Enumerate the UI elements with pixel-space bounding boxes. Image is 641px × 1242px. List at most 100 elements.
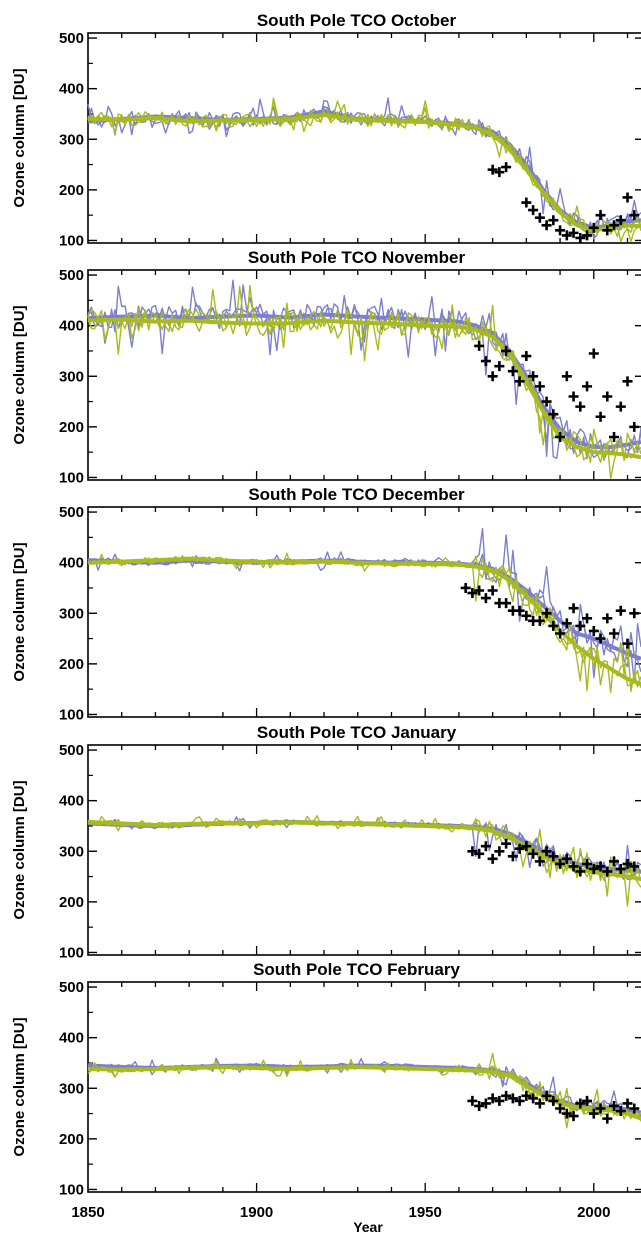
observation-marker <box>548 620 559 631</box>
y-tick-label: 300 <box>59 1080 84 1097</box>
observation-marker <box>474 848 485 859</box>
observation-marker <box>622 192 633 203</box>
observation-marker <box>561 1108 572 1119</box>
panel-3: South Pole TCO December Ozone column [DU]… <box>11 485 641 723</box>
observation-marker <box>609 1100 620 1111</box>
x-axis-label: Year <box>353 1219 383 1235</box>
observation-marker <box>501 598 512 609</box>
y-axis-label: Ozone column [DU] <box>11 1017 28 1156</box>
observation-marker <box>575 232 586 243</box>
plot-frame <box>87 32 641 244</box>
observation-marker <box>534 856 545 867</box>
panel-title: South Pole TCO January <box>257 723 457 742</box>
plot-frame <box>87 744 641 956</box>
observation-marker <box>615 401 626 412</box>
y-axis-label: Ozone column [DU] <box>11 68 28 207</box>
observation-marker <box>622 858 633 869</box>
observation-marker <box>568 603 579 614</box>
observation-marker <box>575 1098 586 1109</box>
panel-title: South Pole TCO February <box>253 960 460 979</box>
observation-marker <box>494 167 505 178</box>
observation-marker <box>595 861 606 872</box>
x-tick-label: 2000 <box>577 1204 610 1221</box>
y-tick-label: 400 <box>59 318 84 335</box>
series-2-mean-line <box>87 819 641 882</box>
panel-4: South Pole TCO January Ozone column [DU] 1… <box>11 723 641 961</box>
observation-marker <box>595 1103 606 1114</box>
y-tick-label: 100 <box>59 469 84 486</box>
panel-1: South Pole TCO October Ozone column [DU] 1… <box>11 11 641 249</box>
observation-marker <box>555 225 566 236</box>
observation-marker <box>561 371 572 382</box>
series-1-member-line <box>88 817 641 881</box>
y-tick-label: 300 <box>59 843 84 860</box>
y-tick-label: 100 <box>59 1181 84 1198</box>
observation-marker <box>501 838 512 849</box>
y-tick-label: 200 <box>59 894 84 911</box>
observation-marker <box>582 381 593 392</box>
observation-marker <box>629 608 640 619</box>
observation-marker <box>514 843 525 854</box>
observation-marker <box>521 841 532 852</box>
observation-marker <box>568 391 579 402</box>
observation-marker <box>582 858 593 869</box>
observation-marker <box>575 620 586 631</box>
y-axis-label: Ozone column [DU] <box>11 305 28 444</box>
panel-title: South Pole TCO November <box>248 248 466 267</box>
observation-marker <box>582 230 593 241</box>
observation-marker <box>480 841 491 852</box>
observation-marker <box>494 1095 505 1106</box>
panel-title: South Pole TCO October <box>257 11 457 30</box>
observation-marker <box>474 340 485 351</box>
y-tick-label: 400 <box>59 81 84 98</box>
observation-marker <box>588 863 599 874</box>
y-tick-label: 400 <box>59 793 84 810</box>
observation-marker <box>609 628 620 639</box>
observation-marker <box>582 1095 593 1106</box>
y-tick-label: 100 <box>59 944 84 961</box>
observation-marker <box>555 1103 566 1114</box>
x-tick-label: 1950 <box>409 1204 442 1221</box>
plot-frame <box>87 269 641 481</box>
observation-marker <box>615 605 626 616</box>
series-2-mean-line <box>87 556 641 686</box>
observation-marker <box>588 348 599 359</box>
y-tick-label: 300 <box>59 368 84 385</box>
observation-marker <box>480 593 491 604</box>
observation-marker <box>467 1095 478 1106</box>
observation-marker <box>487 585 498 596</box>
observation-marker <box>541 846 552 857</box>
observation-marker <box>487 853 498 864</box>
y-tick-label: 100 <box>59 232 84 249</box>
observation-marker <box>629 421 640 432</box>
observation-marker <box>480 1098 491 1109</box>
observation-marker <box>514 376 525 387</box>
observation-marker <box>507 1093 518 1104</box>
series-2-mean-line <box>87 317 641 460</box>
observation-marker <box>541 220 552 231</box>
observation-marker <box>501 162 512 173</box>
observation-marker <box>534 212 545 223</box>
observation-marker <box>541 1090 552 1101</box>
y-tick-label: 200 <box>59 182 84 199</box>
observation-marker <box>615 215 626 226</box>
observation-marker <box>467 588 478 599</box>
observation-marker <box>602 225 613 236</box>
observation-marker <box>609 856 620 867</box>
y-tick-label: 400 <box>59 1030 84 1047</box>
observation-marker <box>622 376 633 387</box>
plot-frame <box>87 981 641 1193</box>
y-tick-label: 300 <box>59 605 84 622</box>
observation-marker <box>575 401 586 412</box>
observation-marker <box>541 396 552 407</box>
observation-marker <box>555 858 566 869</box>
observation-marker <box>561 618 572 629</box>
observation-marker <box>615 1106 626 1117</box>
observation-marker <box>588 625 599 636</box>
observation-marker <box>609 220 620 231</box>
observation-marker <box>595 633 606 644</box>
observation-marker <box>460 582 471 593</box>
observation-marker <box>568 1111 579 1122</box>
observation-marker <box>548 215 559 226</box>
y-tick-label: 200 <box>59 1131 84 1148</box>
